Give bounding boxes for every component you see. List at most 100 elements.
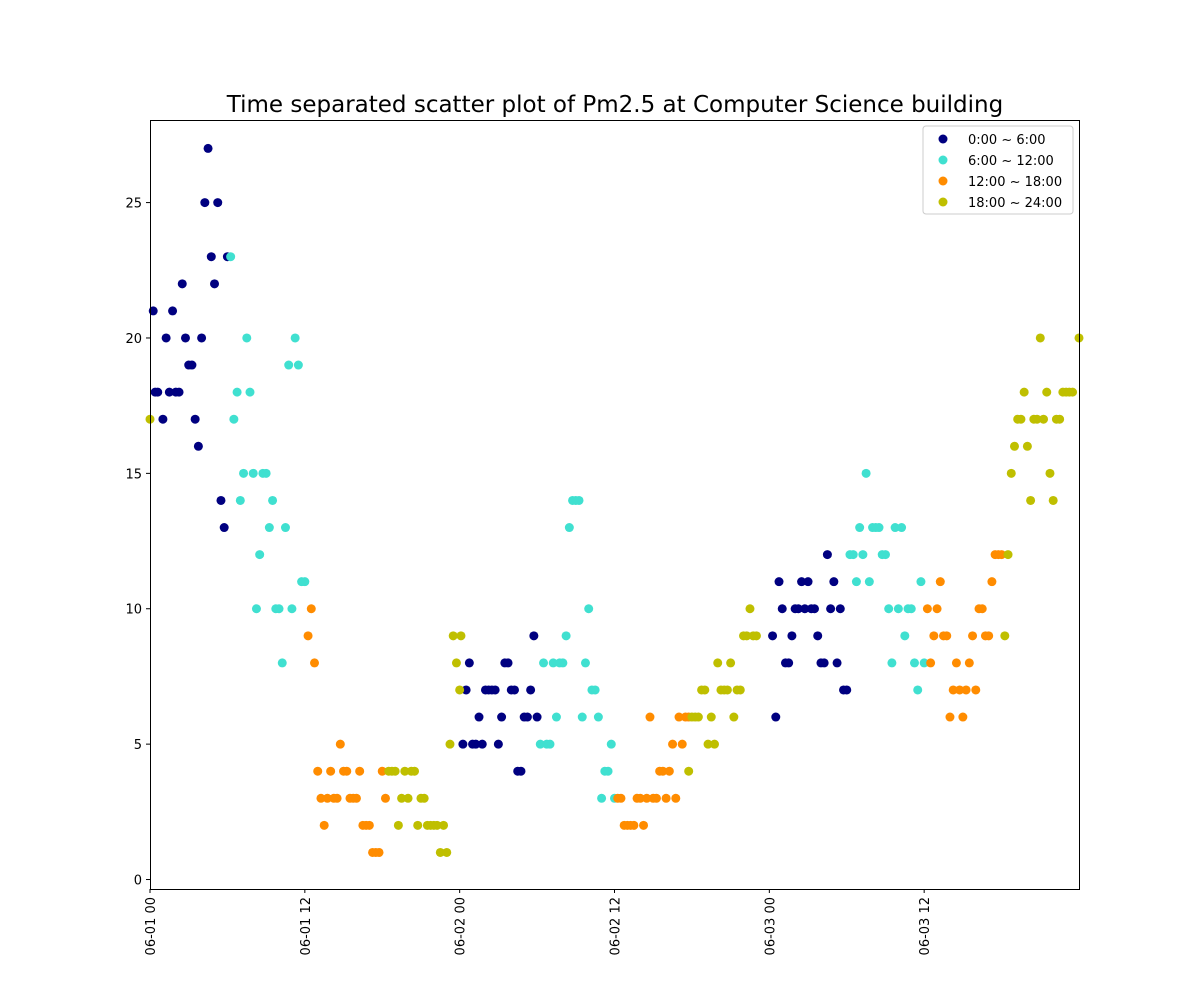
data-point: [1022, 441, 1032, 451]
data-point: [374, 847, 384, 857]
data-point: [342, 766, 352, 776]
data-point: [264, 523, 274, 533]
data-point: [164, 387, 174, 397]
data-point: [793, 604, 803, 614]
data-point: [642, 793, 652, 803]
data-point: [335, 739, 345, 749]
data-point: [161, 333, 171, 343]
data-point: [364, 820, 374, 830]
data-point: [316, 793, 326, 803]
data-point: [322, 793, 332, 803]
data-point: [522, 712, 532, 722]
data-point: [580, 658, 590, 668]
data-point: [913, 685, 923, 695]
data-point: [774, 577, 784, 587]
data-point: [393, 820, 403, 830]
data-point: [410, 766, 420, 776]
data-point: [919, 658, 929, 668]
data-point: [390, 766, 400, 776]
data-point: [977, 604, 987, 614]
data-point: [477, 739, 487, 749]
data-point: [700, 685, 710, 695]
data-point: [651, 793, 661, 803]
data-point: [577, 712, 587, 722]
data-point: [300, 577, 310, 587]
data-point: [693, 712, 703, 722]
data-point: [597, 793, 607, 803]
data-point: [377, 766, 387, 776]
data-point: [584, 604, 594, 614]
data-point: [168, 306, 178, 316]
data-point: [864, 577, 874, 587]
data-point: [551, 712, 561, 722]
data-point: [193, 441, 203, 451]
data-point: [284, 360, 294, 370]
x-tick-label: 06-03 00: [763, 897, 778, 955]
data-point: [906, 604, 916, 614]
data-point: [255, 550, 265, 560]
data-point: [303, 631, 313, 641]
data-point: [729, 712, 739, 722]
data-point: [961, 685, 971, 695]
data-point: [968, 631, 978, 641]
data-point: [874, 523, 884, 533]
data-point: [900, 631, 910, 641]
data-point: [226, 252, 236, 262]
data-point: [635, 793, 645, 803]
x-tick-label: 06-02 00: [454, 897, 469, 955]
data-point: [200, 198, 210, 208]
data-point: [351, 793, 361, 803]
data-point: [1006, 468, 1016, 478]
data-point: [510, 685, 520, 695]
data-point: [987, 577, 997, 587]
data-point: [180, 333, 190, 343]
y-tick-label: 10: [125, 603, 142, 618]
data-point: [251, 604, 261, 614]
legend-box: [922, 125, 1074, 215]
data-point: [819, 658, 829, 668]
data-point: [909, 658, 919, 668]
data-point: [768, 631, 778, 641]
chart-title: Time separated scatter plot of Pm2.5 at …: [226, 92, 1003, 118]
data-point: [332, 793, 342, 803]
data-point: [803, 577, 813, 587]
data-point: [1068, 387, 1078, 397]
series-3: [145, 333, 1084, 857]
data-point: [242, 333, 252, 343]
data-point: [590, 685, 600, 695]
y-tick-label: 0: [134, 874, 142, 889]
series-2: [303, 550, 1007, 857]
data-point: [558, 658, 568, 668]
data-point: [293, 360, 303, 370]
data-point: [239, 468, 249, 478]
data-point: [245, 387, 255, 397]
data-point: [1048, 495, 1058, 505]
data-point: [709, 739, 719, 749]
data-point: [532, 712, 542, 722]
data-point: [213, 198, 223, 208]
data-point: [997, 550, 1007, 560]
data-point: [706, 712, 716, 722]
data-point: [458, 739, 468, 749]
y-tick-label: 15: [125, 467, 142, 482]
data-point: [851, 577, 861, 587]
data-point: [306, 604, 316, 614]
data-point: [884, 604, 894, 614]
legend-marker: [938, 176, 948, 186]
data-point: [1003, 550, 1013, 560]
data-point: [751, 631, 761, 641]
data-point: [203, 143, 213, 153]
data-point: [1009, 441, 1019, 451]
data-point: [742, 631, 752, 641]
data-point: [777, 604, 787, 614]
data-point: [951, 658, 961, 668]
legend-label: 18:00 ~ 24:00: [968, 196, 1062, 211]
data-point: [229, 414, 239, 424]
data-point: [153, 387, 163, 397]
x-axis: 06-01 00 06-01 12 06-02 00 06-02 12 06-03 00…: [144, 889, 933, 955]
data-point: [439, 820, 449, 830]
data-point: [503, 658, 513, 668]
data-point: [603, 766, 613, 776]
data-point: [187, 360, 197, 370]
data-point: [703, 739, 713, 749]
